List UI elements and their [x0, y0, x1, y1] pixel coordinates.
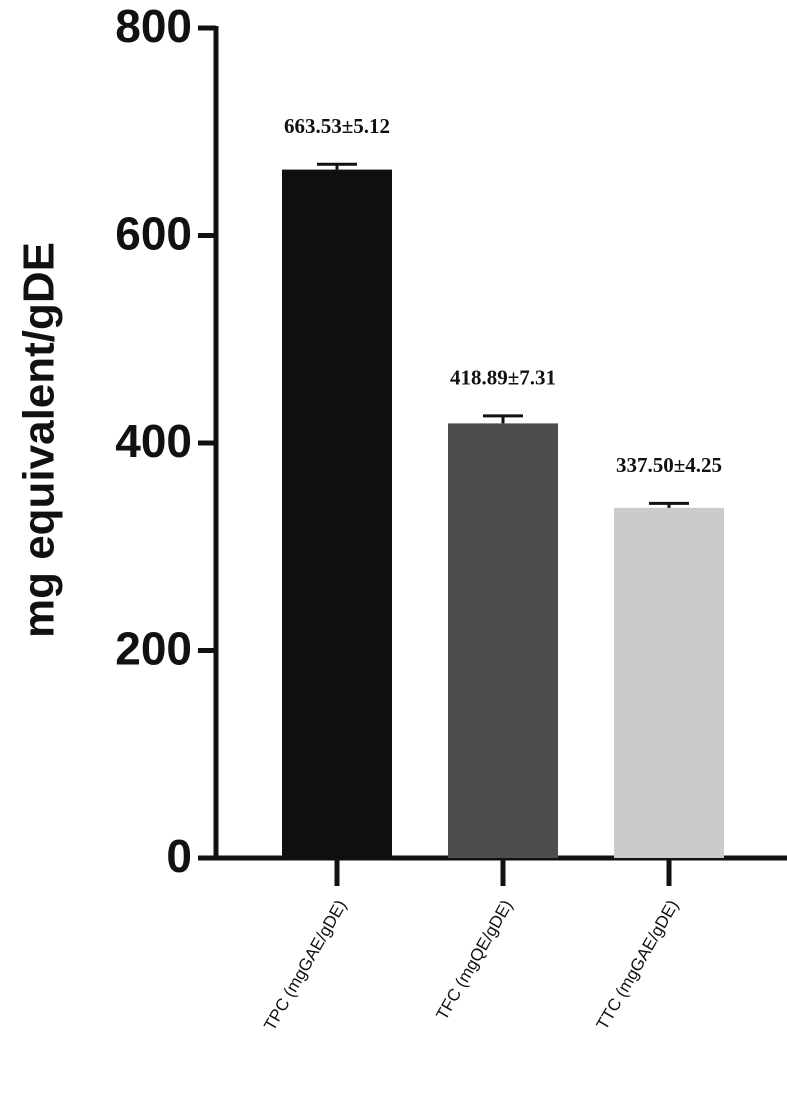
error-bar — [649, 501, 689, 508]
bar — [614, 507, 724, 858]
bar — [282, 169, 392, 858]
y-tick-label: 400 — [115, 415, 192, 467]
error-bar — [483, 414, 523, 424]
error-bar — [317, 162, 357, 170]
y-axis-label: mg equivalent/gDE — [15, 242, 64, 638]
x-tick-label: TTC (mgGAE/gDE) — [593, 897, 683, 1033]
x-tick-label: TFC (mgQE/gDE) — [432, 897, 516, 1023]
y-tick-label: 200 — [115, 623, 192, 675]
value-label: 418.89±7.31 — [450, 366, 556, 390]
value-label: 663.53±5.12 — [284, 114, 390, 138]
x-tick-label: TPC (mgGAE/gDE) — [260, 897, 350, 1034]
y-tick-label: 0 — [166, 830, 192, 882]
bar — [448, 423, 558, 858]
value-label: 337.50±4.25 — [616, 453, 722, 477]
y-tick-label: 600 — [115, 208, 192, 260]
y-tick-label: 800 — [115, 0, 192, 52]
